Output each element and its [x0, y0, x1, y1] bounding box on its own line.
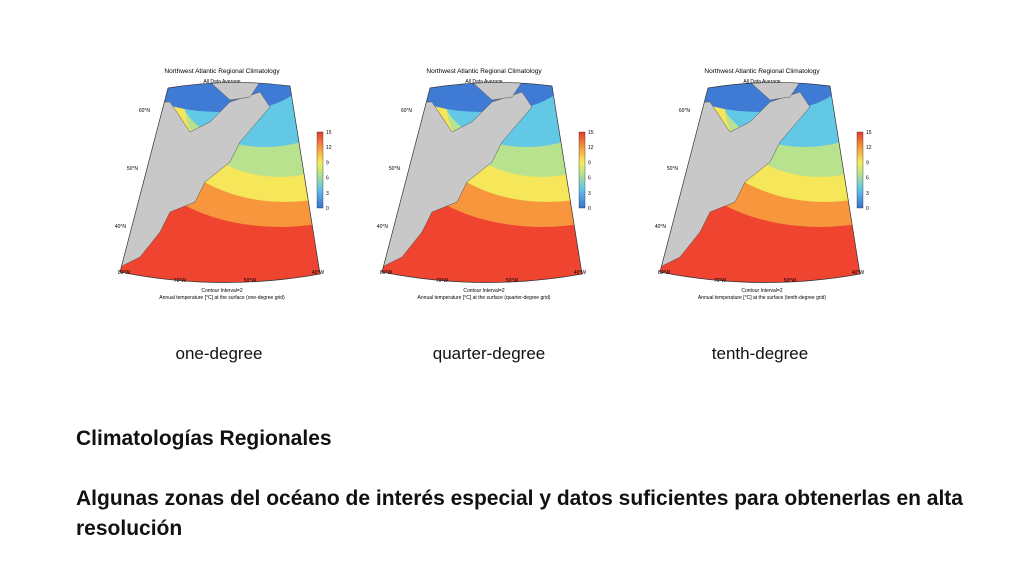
map-border — [381, 82, 583, 283]
panel-label: one-degree — [176, 344, 263, 363]
body-text: Algunas zonas del océano de interés espe… — [76, 487, 963, 540]
maps: Northwest Atlantic Regional Climatology A… — [115, 68, 872, 363]
colorbar-tick-label: 9 — [588, 160, 591, 166]
land-north — [209, 82, 261, 101]
panel-label: quarter-degree — [433, 344, 545, 363]
lon-label: 70°W — [714, 278, 727, 284]
lat-label: 60°N — [139, 108, 151, 114]
map-subtitle: All Data Average — [743, 79, 780, 85]
colorbar-tick-label: 12 — [326, 145, 332, 151]
lon-label: 50°W — [506, 278, 519, 284]
colorbar — [316, 131, 324, 209]
lon-label: 80°W — [658, 270, 671, 276]
map — [120, 82, 320, 283]
contour-note: Contour Interval=2 — [463, 288, 504, 294]
map — [382, 82, 582, 283]
map-caption: Annual temperature [°C] at the surface (… — [159, 295, 285, 301]
lat-label: 40°N — [115, 224, 127, 230]
colorbar — [856, 131, 864, 209]
lon-label: 80°W — [380, 270, 393, 276]
colorbar-tick-label: 6 — [326, 176, 329, 182]
lon-label: 40°W — [312, 270, 325, 276]
colorbar-tick-label: 3 — [588, 191, 591, 197]
contour-note: Contour Interval=2 — [201, 288, 242, 294]
colorbar-tick-label: 6 — [588, 176, 591, 182]
map-border — [119, 82, 321, 283]
lat-label: 50°N — [667, 166, 679, 172]
colorbar-tick-label: 9 — [866, 160, 869, 166]
colorbar-tick-label: 12 — [588, 145, 594, 151]
text-block: Climatologías Regionales Algunas zonas d… — [76, 424, 1016, 544]
colorbar-tick-label: 12 — [866, 145, 872, 151]
lat-label: 60°N — [401, 108, 413, 114]
map-subtitle: All Data Average — [203, 79, 240, 85]
map-title: Northwest Atlantic Regional Climatology — [164, 68, 280, 75]
colorbar-tick-label: 15 — [588, 130, 594, 136]
lat-label: 40°N — [377, 224, 389, 230]
land-north — [471, 82, 523, 101]
contour-note: Contour Interval=2 — [741, 288, 782, 294]
map-caption: Annual temperature [°C] at the surface (… — [698, 295, 827, 301]
colorbar-tick-label: 0 — [866, 206, 869, 212]
lon-label: 80°W — [118, 270, 131, 276]
colorbar-tick-label: 6 — [866, 176, 869, 182]
land-north — [749, 82, 801, 101]
lon-label: 40°W — [852, 270, 865, 276]
map-caption: Annual temperature [°C] at the surface (… — [418, 295, 551, 301]
map-panel: Northwest Atlantic Regional Climatology A… — [115, 68, 332, 301]
colorbar — [578, 131, 586, 209]
lat-label: 60°N — [679, 108, 691, 114]
map — [660, 82, 860, 283]
colorbar-tick-label: 9 — [326, 160, 329, 166]
map-border — [659, 82, 861, 283]
colorbar-tick-label: 15 — [326, 130, 332, 136]
map-title: Northwest Atlantic Regional Climatology — [704, 68, 820, 75]
colorbar-tick-label: 15 — [866, 130, 872, 136]
panel-label: tenth-degree — [712, 344, 808, 363]
map-subtitle: All Data Average — [465, 79, 502, 85]
lon-label: 70°W — [174, 278, 187, 284]
lat-label: 50°N — [127, 166, 139, 172]
heading: Climatologías Regionales — [76, 427, 332, 450]
lon-label: 50°W — [784, 278, 797, 284]
map-title: Northwest Atlantic Regional Climatology — [426, 68, 542, 75]
map-panel: Northwest Atlantic Regional Climatology A… — [377, 68, 594, 301]
lon-label: 50°W — [244, 278, 257, 284]
lon-label: 70°W — [436, 278, 449, 284]
colorbar-tick-label: 0 — [588, 206, 591, 212]
colorbar-tick-label: 3 — [866, 191, 869, 197]
colorbar-tick-label: 3 — [326, 191, 329, 197]
lon-label: 40°W — [574, 270, 587, 276]
lat-label: 50°N — [389, 166, 401, 172]
lat-label: 40°N — [655, 224, 667, 230]
map-panel: Northwest Atlantic Regional Climatology A… — [655, 68, 872, 301]
colorbar-tick-label: 0 — [326, 206, 329, 212]
